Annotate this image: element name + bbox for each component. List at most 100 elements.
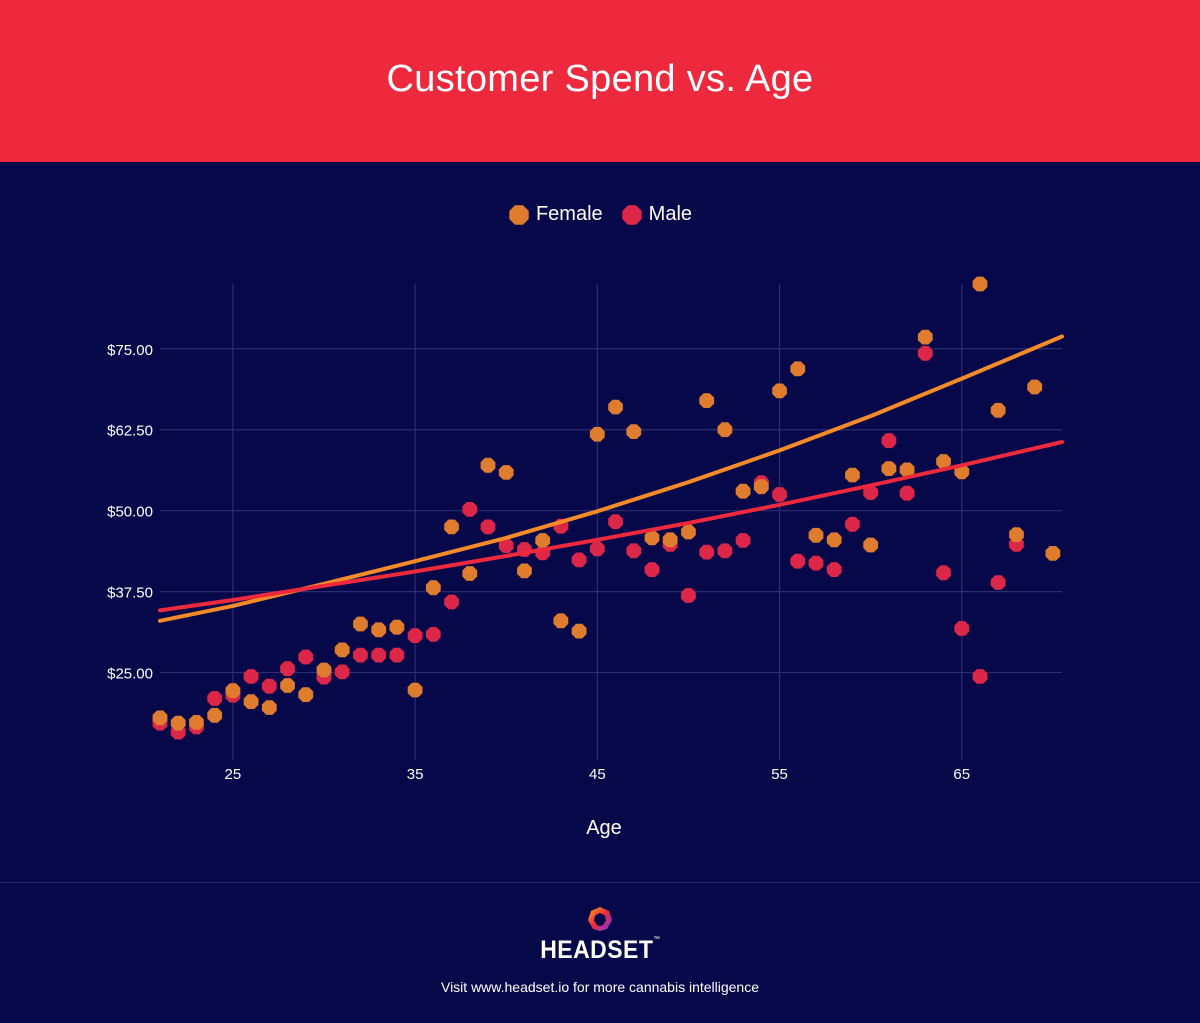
data-point-female xyxy=(462,566,478,581)
data-point-female xyxy=(589,426,605,442)
data-point-male xyxy=(261,678,277,694)
data-point-male xyxy=(735,533,751,548)
data-point-female xyxy=(170,715,186,731)
legend-female-marker-icon xyxy=(509,204,529,225)
data-point-female xyxy=(626,424,642,439)
data-point-female xyxy=(826,532,842,548)
data-point-female xyxy=(936,454,951,469)
trend-lines xyxy=(158,334,1064,623)
data-point-female xyxy=(881,461,897,476)
data-point-female xyxy=(425,580,441,596)
data-point-female xyxy=(990,402,1006,418)
data-point-male xyxy=(571,552,587,568)
data-point-female xyxy=(334,642,350,658)
data-point-female xyxy=(152,710,168,726)
trend-line-male xyxy=(158,440,1064,613)
data-point-female xyxy=(735,483,751,499)
data-point-male xyxy=(243,669,259,684)
data-point-male xyxy=(881,433,897,449)
data-point-female xyxy=(298,687,314,702)
data-point-female xyxy=(535,533,551,548)
data-point-female xyxy=(189,715,204,730)
data-point-male xyxy=(845,516,860,532)
scatter-chart: 25 35 45 55 65 $25.00 $37.50 $50.00 $62.50 $75.00… xyxy=(107,276,1064,839)
data-point-male xyxy=(863,485,879,500)
data-point-female xyxy=(407,682,423,698)
data-point-male xyxy=(917,345,933,361)
axes: 25 35 45 55 65 $25.00 $37.50 $50.00 $62.50 $75.00 xyxy=(107,342,970,783)
data-point-male xyxy=(772,487,787,502)
headset-logo[interactable]: HEADSET™ xyxy=(0,906,1200,965)
data-point-male xyxy=(207,691,223,706)
data-point-female xyxy=(899,462,915,478)
data-point-male xyxy=(808,555,824,571)
chart-legend: Female Male xyxy=(0,203,1200,226)
data-point-male xyxy=(790,553,806,569)
data-point-female xyxy=(790,361,806,377)
data-point-male xyxy=(334,664,350,680)
data-points xyxy=(152,276,1061,740)
headset-brand-name: HEADSET™ xyxy=(539,936,661,964)
trend-line-female xyxy=(158,334,1064,623)
y-tick-label: $25.00 xyxy=(107,666,153,683)
data-point-male xyxy=(589,541,605,557)
data-point-female xyxy=(243,694,259,710)
data-point-male xyxy=(972,669,988,684)
data-point-male xyxy=(608,514,623,530)
data-point-female xyxy=(662,532,678,548)
data-point-female xyxy=(389,619,405,635)
data-point-male xyxy=(626,543,642,559)
chart-header: Customer Spend vs. Age xyxy=(0,0,1200,162)
data-point-female xyxy=(917,329,933,345)
headset-logo-icon xyxy=(588,907,612,931)
y-tick-label: $50.00 xyxy=(107,504,153,521)
data-point-male xyxy=(389,647,405,663)
data-point-male xyxy=(899,485,915,501)
data-point-male xyxy=(717,543,733,559)
data-point-male xyxy=(644,562,660,577)
data-point-female xyxy=(480,457,496,473)
data-point-male xyxy=(444,594,459,610)
data-point-female xyxy=(371,622,387,638)
data-point-female xyxy=(225,683,241,699)
data-point-female xyxy=(444,519,459,535)
data-point-male xyxy=(371,647,387,663)
legend-item-male[interactable]: Male xyxy=(621,203,692,226)
data-point-female xyxy=(681,524,696,540)
data-point-male xyxy=(462,502,478,517)
data-point-female xyxy=(717,422,733,438)
y-tick-label: $62.50 xyxy=(107,423,153,440)
data-point-female xyxy=(863,537,879,553)
data-point-male xyxy=(280,661,295,677)
x-tick-label: 35 xyxy=(407,766,424,783)
data-point-male xyxy=(826,562,842,577)
x-tick-label: 45 xyxy=(589,766,606,783)
y-tick-label: $75.00 xyxy=(107,342,153,359)
data-point-female xyxy=(753,479,769,495)
data-point-female xyxy=(608,399,623,415)
data-point-female xyxy=(280,678,295,693)
footer-cta-text: Visit www.headset.io for more cannabis i… xyxy=(440,979,760,995)
data-point-female xyxy=(517,563,532,579)
x-tick-label: 25 xyxy=(225,766,242,783)
data-point-female xyxy=(808,527,824,543)
data-point-female xyxy=(1009,527,1024,542)
legend-label-female: Female xyxy=(535,203,603,225)
data-point-female xyxy=(207,707,223,723)
data-point-male xyxy=(425,627,441,642)
x-tick-label: 65 xyxy=(953,766,970,783)
footer-divider xyxy=(0,882,1200,883)
data-point-male xyxy=(954,621,970,636)
data-point-male xyxy=(353,647,368,663)
y-tick-label: $37.50 xyxy=(107,585,153,602)
data-point-female xyxy=(1045,546,1061,561)
data-point-female xyxy=(972,276,988,292)
data-point-female xyxy=(845,467,860,483)
data-point-male xyxy=(699,544,715,560)
data-point-female xyxy=(571,623,587,639)
x-axis-label: Age xyxy=(586,817,622,839)
legend-label-male: Male xyxy=(648,203,693,225)
grid xyxy=(160,284,1062,760)
data-point-male xyxy=(480,519,496,535)
legend-item-female[interactable]: Female xyxy=(508,203,603,226)
